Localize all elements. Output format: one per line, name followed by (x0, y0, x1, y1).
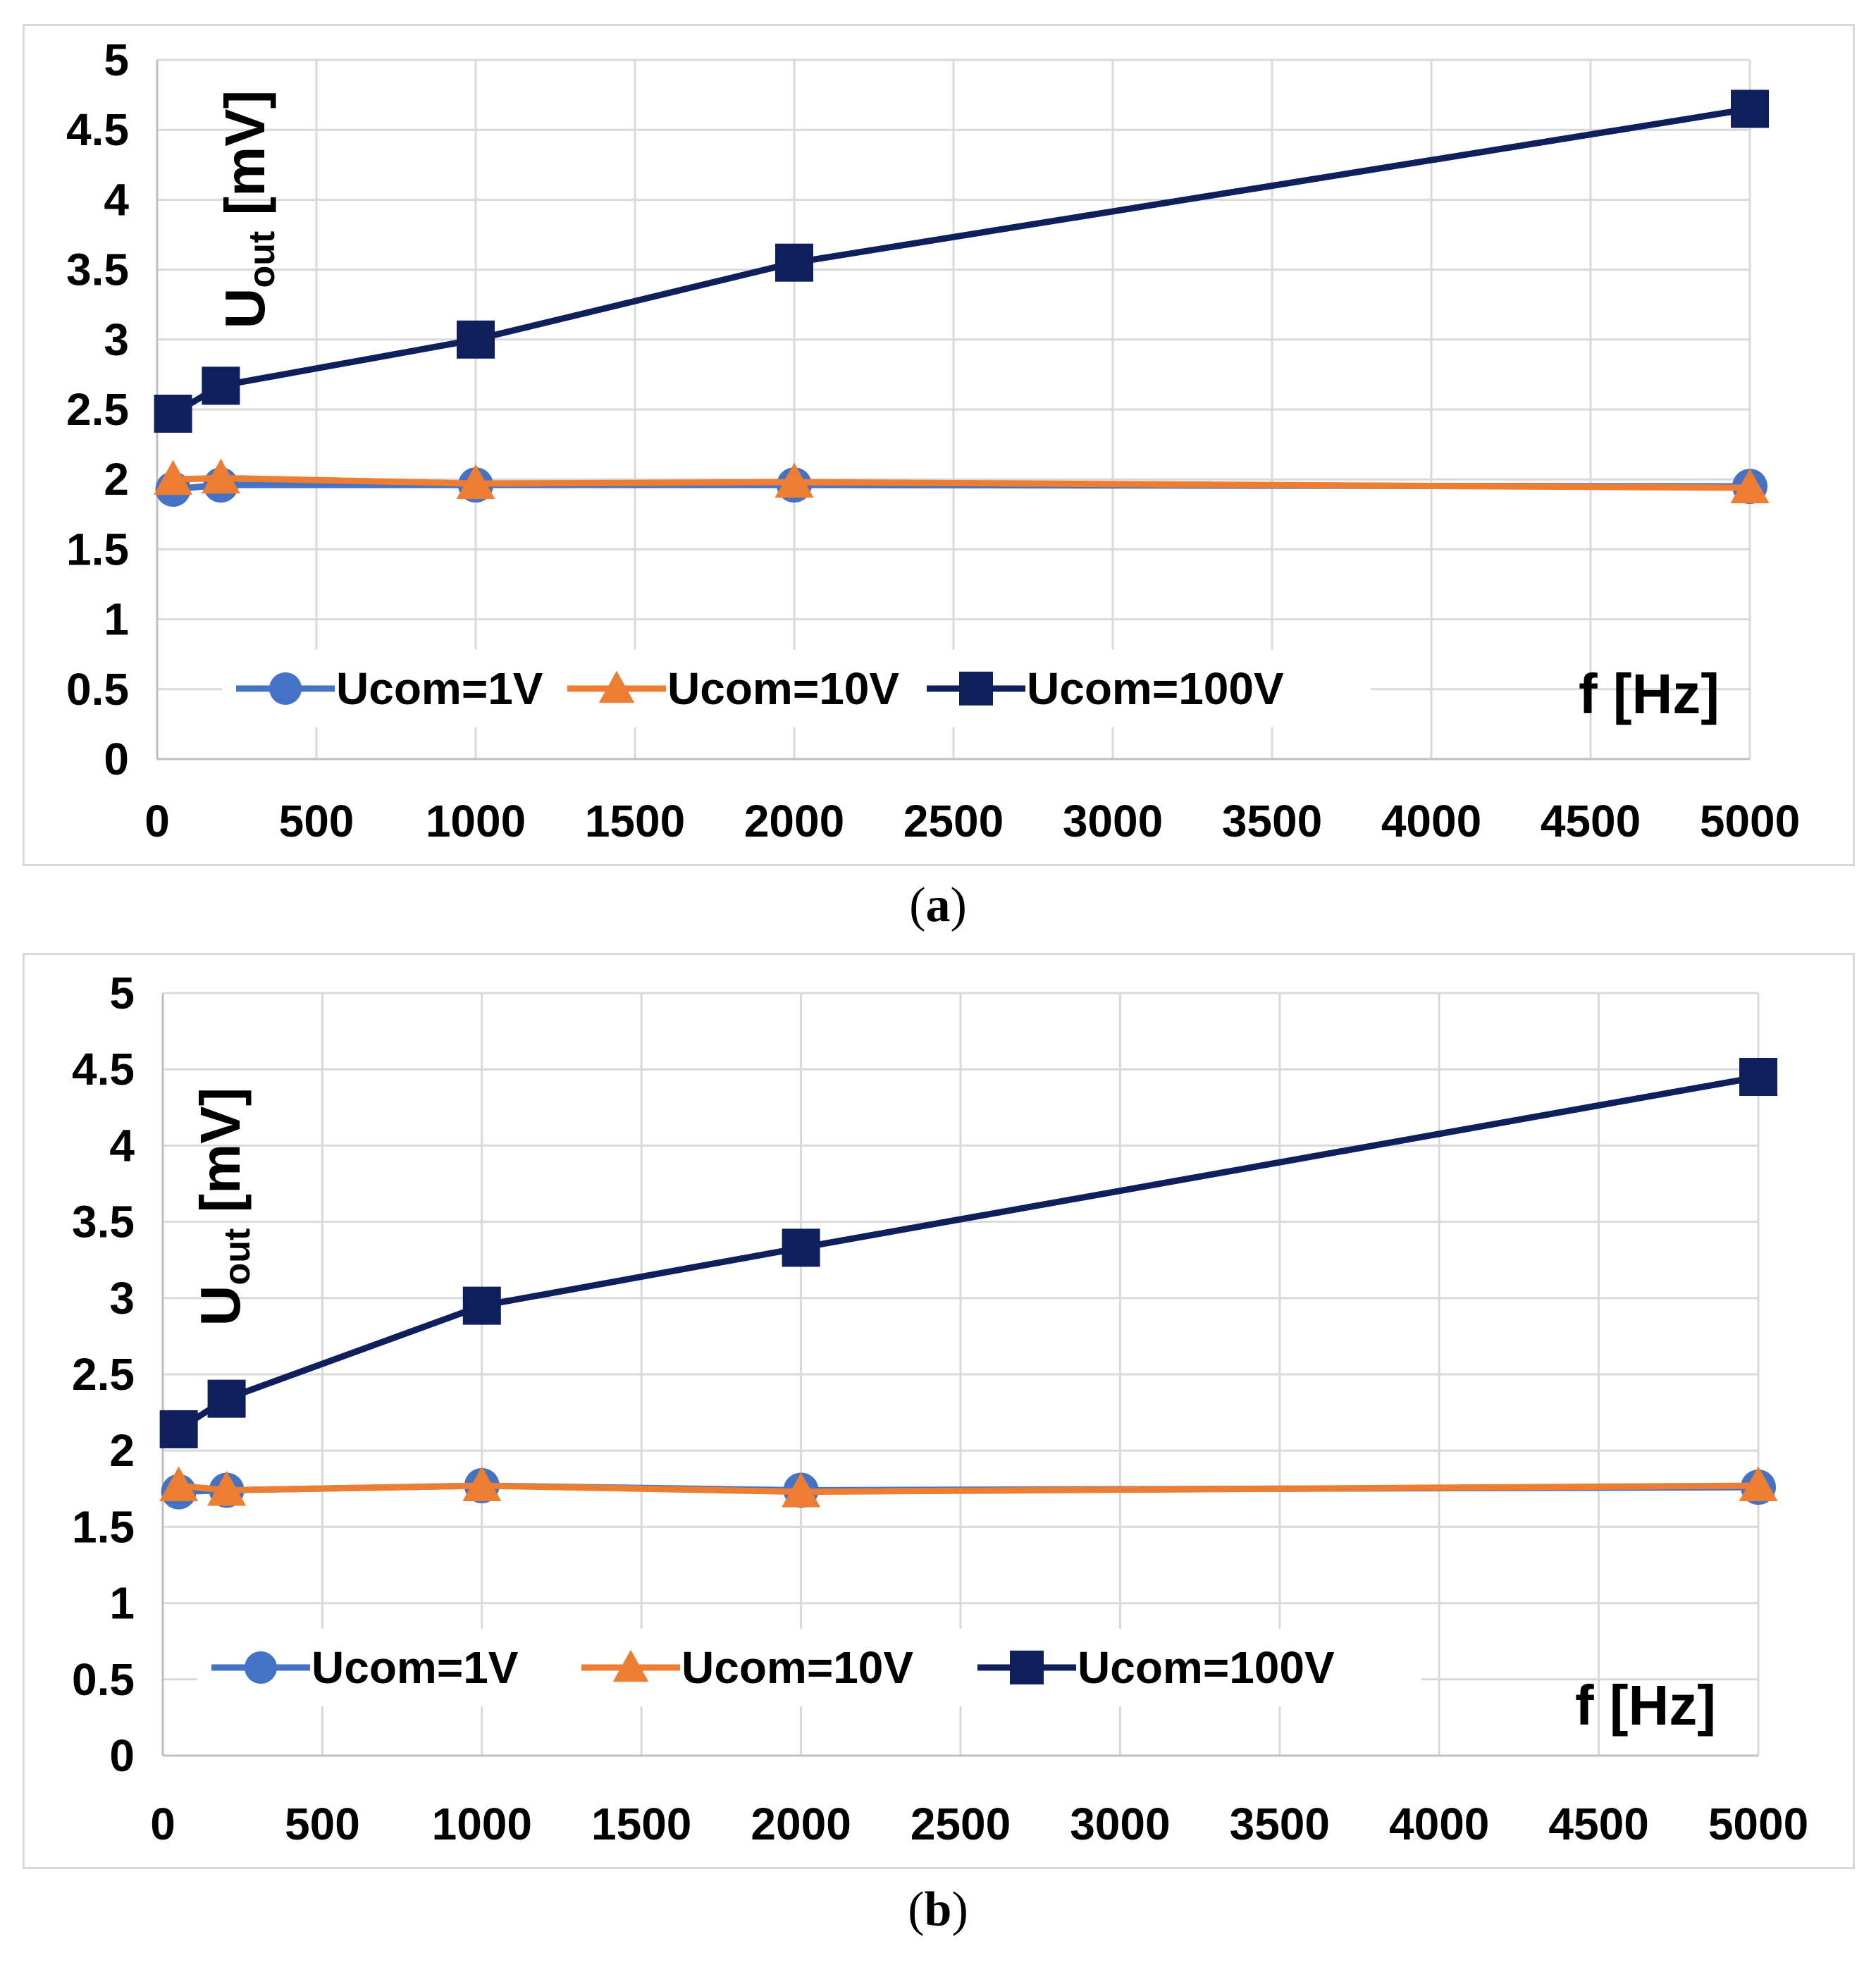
chart-a-point-2-1 (202, 366, 240, 405)
chart-a-y-axis-label: Uout [mV] (214, 90, 283, 329)
chart-a-legend-label-2: Ucom=100V (1027, 663, 1284, 714)
chart-a-ytick-label: 3.5 (66, 245, 129, 295)
chart-b-xtick-label: 0 (150, 1799, 175, 1849)
chart-panel-b: 0 0.5 1 1.5 2 2.5 3 3.5 4 4.5 5 0 500 1000 1500 2000 250… (23, 953, 1855, 1869)
chart-a-series-line-2 (171, 105, 1751, 417)
panel-caption-b: (b) (908, 1882, 968, 1937)
chart-b-point-1-1 (207, 1470, 247, 1506)
chart-a-ytick-label: 4.5 (66, 104, 129, 155)
chart-b-xtick-label: 3000 (1070, 1799, 1170, 1849)
chart-b-legend-label-1: Ucom=10V (681, 1642, 913, 1693)
chart-b-ytick-label: 0.5 (72, 1654, 135, 1705)
panel-caption-a: (a) (909, 878, 967, 932)
chart-a-xtick-label: 5000 (1700, 796, 1800, 846)
chart-b-xtick-label: 1000 (432, 1799, 532, 1849)
chart-b-point-1-3 (782, 1472, 821, 1508)
chart-b-point-2-0 (159, 1410, 198, 1448)
chart-a-ytick-label: 2.5 (66, 384, 129, 435)
chart-a-xtick-label: 3000 (1063, 796, 1163, 846)
chart-b-y-axis-label-sub: out (217, 1228, 258, 1286)
chart-a-ytick-label: 0 (104, 734, 129, 784)
chart-b-ytick-label: 0 (109, 1730, 135, 1781)
chart-b-legend-marker-2 (1010, 1651, 1044, 1684)
chart-a-xtick-label: 2000 (744, 796, 844, 846)
chart-b-ytick-label: 2.5 (72, 1349, 135, 1400)
chart-a-point-2-3 (775, 243, 813, 282)
chart-b-point-2-2 (462, 1286, 501, 1325)
chart-b-point-1-0 (159, 1466, 199, 1501)
chart-b-ytick-label: 4.5 (72, 1044, 135, 1095)
chart-a-point-1-3 (775, 462, 814, 498)
chart-b-ytick-label: 1 (109, 1578, 135, 1629)
chart-a-y-axis-label-unit: [mV] (214, 90, 276, 231)
chart-a-legend-label-0: Ucom=1V (336, 663, 543, 714)
chart-b-point-1-2 (462, 1466, 502, 1501)
chart-b-ytick-label: 5 (109, 968, 135, 1018)
chart-b-legend-box (197, 1629, 1421, 1706)
chart-b-y-axis-label-unit: [mV] (189, 1087, 252, 1228)
chart-a-point-1-0 (154, 460, 193, 495)
chart-a-ytick-label: 4 (104, 174, 129, 225)
chart-b-legend-label-2: Ucom=100V (1078, 1642, 1335, 1693)
chart-b-point-2-4 (1739, 1058, 1777, 1097)
chart-b-point-2-3 (782, 1228, 820, 1267)
chart-a-svg: 0 0.5 1 1.5 2 2.5 3 3.5 4 4.5 5 0 500 1000 1500 2000 250… (66, 35, 1800, 846)
chart-b-xtick-label: 5000 (1708, 1799, 1808, 1849)
chart-b-point-2-1 (207, 1379, 246, 1418)
chart-b-legend-label-0: Ucom=1V (311, 1642, 519, 1693)
chart-a-point-1-4 (1730, 468, 1770, 504)
chart-a-y-axis-label-sub: out (242, 231, 283, 288)
chart-a-point-2-2 (457, 320, 495, 359)
chart-b-svg: 0 0.5 1 1.5 2 2.5 3 3.5 4 4.5 5 0 500 1000 1500 2000 250… (72, 968, 1808, 1849)
chart-b-ytick-label: 3.5 (72, 1197, 135, 1247)
panel-caption-letter-a: a (925, 878, 951, 932)
chart-a-legend-marker-0 (269, 672, 302, 705)
chart-panel-a: 0 0.5 1 1.5 2 2.5 3 3.5 4 4.5 5 0 500 1000 1500 2000 250… (23, 24, 1855, 866)
chart-a-xtick-label: 4000 (1381, 796, 1481, 846)
chart-b-ytick-label: 2 (109, 1425, 135, 1476)
chart-a-xtick-label: 1500 (585, 796, 685, 846)
chart-b-y-axis-label-main: U (189, 1286, 252, 1326)
chart-b-series-line-2 (177, 1073, 1759, 1432)
chart-a-point-2-0 (154, 394, 192, 433)
chart-a-point-2-4 (1731, 90, 1769, 128)
chart-a-ytick-label: 2 (104, 454, 129, 505)
chart-a-xtick-label: 2500 (903, 796, 1004, 846)
chart-b-xtick-label: 1500 (591, 1799, 691, 1849)
chart-a-xtick-label: 500 (279, 796, 354, 846)
chart-b-ytick-label: 1.5 (72, 1501, 135, 1552)
chart-b-legend-marker-0 (245, 1651, 277, 1684)
chart-b-legend-marker-1 (612, 1649, 649, 1682)
chart-a-legend-label-1: Ucom=10V (667, 663, 899, 714)
chart-b-xtick-label: 4500 (1548, 1799, 1648, 1849)
chart-b-xtick-label: 2000 (751, 1799, 851, 1849)
chart-a-y-axis-label-main: U (214, 288, 276, 329)
chart-a-point-1-2 (456, 464, 495, 500)
chart-a-ytick-label: 1 (104, 594, 129, 645)
chart-b-xtick-label: 3500 (1230, 1799, 1330, 1849)
chart-b-xtick-label: 2500 (911, 1799, 1011, 1849)
chart-a-ytick-label: 0.5 (66, 664, 129, 715)
chart-a-xtick-label: 1000 (426, 796, 526, 846)
chart-a-x-axis-label: f [Hz] (1579, 663, 1720, 725)
chart-b-ytick-label: 3 (109, 1273, 135, 1324)
chart-a-legend-marker-2 (959, 672, 993, 705)
chart-a-legend-marker-1 (598, 670, 635, 703)
chart-a-point-1-1 (201, 458, 240, 494)
chart-b-y-axis-label: Uout [mV] (189, 1087, 258, 1326)
chart-b-x-axis-label: f [Hz] (1575, 1674, 1716, 1737)
chart-a-xtick-label: 4500 (1541, 796, 1641, 846)
chart-b-xtick-label: 500 (285, 1799, 360, 1849)
chart-b-point-1-4 (1739, 1466, 1778, 1501)
panel-caption-letter-b: b (924, 1882, 952, 1937)
chart-a-xtick-label: 0 (144, 796, 170, 846)
chart-a-ytick-label: 3 (104, 314, 129, 365)
chart-a-ytick-label: 5 (104, 35, 129, 85)
chart-a-xtick-label: 3500 (1222, 796, 1322, 846)
chart-b-ytick-label: 4 (109, 1120, 135, 1171)
chart-a-ytick-label: 1.5 (66, 524, 129, 574)
chart-a-legend-box (222, 650, 1371, 727)
chart-b-xtick-label: 4000 (1389, 1799, 1489, 1849)
